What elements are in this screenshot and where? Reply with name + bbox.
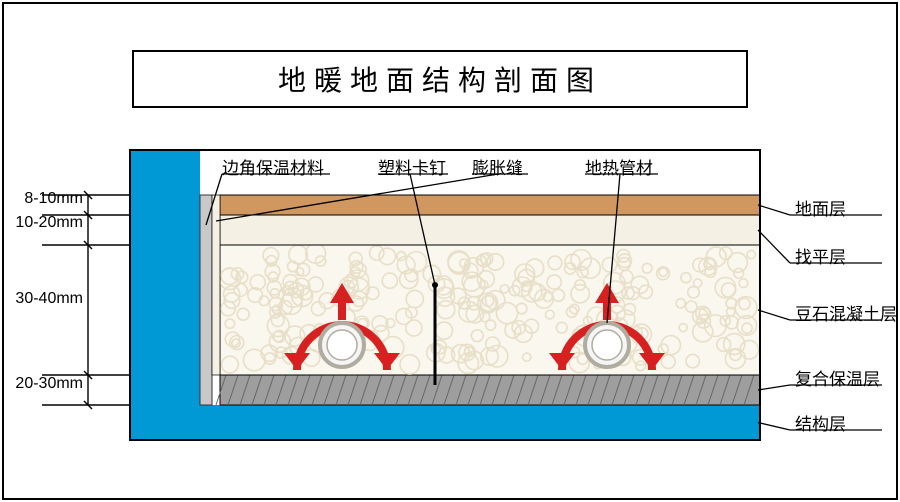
label-composite-insulation: 复合保温层 bbox=[795, 365, 880, 390]
label-expansion-joint: 膨胀缝 bbox=[472, 154, 523, 179]
dim-floor: 8-10mm bbox=[8, 190, 83, 208]
diagram-title: 地暖地面结构剖面图 bbox=[132, 50, 748, 108]
label-plastic-nail: 塑料卡钉 bbox=[378, 154, 446, 179]
dim-screed: 10-20mm bbox=[8, 214, 83, 232]
label-floor-layer: 地面层 bbox=[795, 195, 846, 220]
label-leveling-layer: 找平层 bbox=[795, 243, 846, 268]
title-text: 地暖地面结构剖面图 bbox=[278, 59, 602, 99]
diagram-svg bbox=[0, 150, 900, 460]
label-structure-layer: 结构层 bbox=[795, 410, 846, 435]
label-pebble-concrete: 豆石混凝土层 bbox=[795, 300, 897, 325]
label-heating-pipe: 地热管材 bbox=[585, 154, 653, 179]
dim-insul: 20-30mm bbox=[8, 375, 83, 393]
dim-pebble: 30-40mm bbox=[8, 290, 83, 308]
label-edge-insulation: 边角保温材料 bbox=[222, 154, 324, 179]
cross-section-diagram: 8-10mm 10-20mm 30-40mm 20-30mm 边角保温材料 塑料… bbox=[0, 150, 900, 460]
